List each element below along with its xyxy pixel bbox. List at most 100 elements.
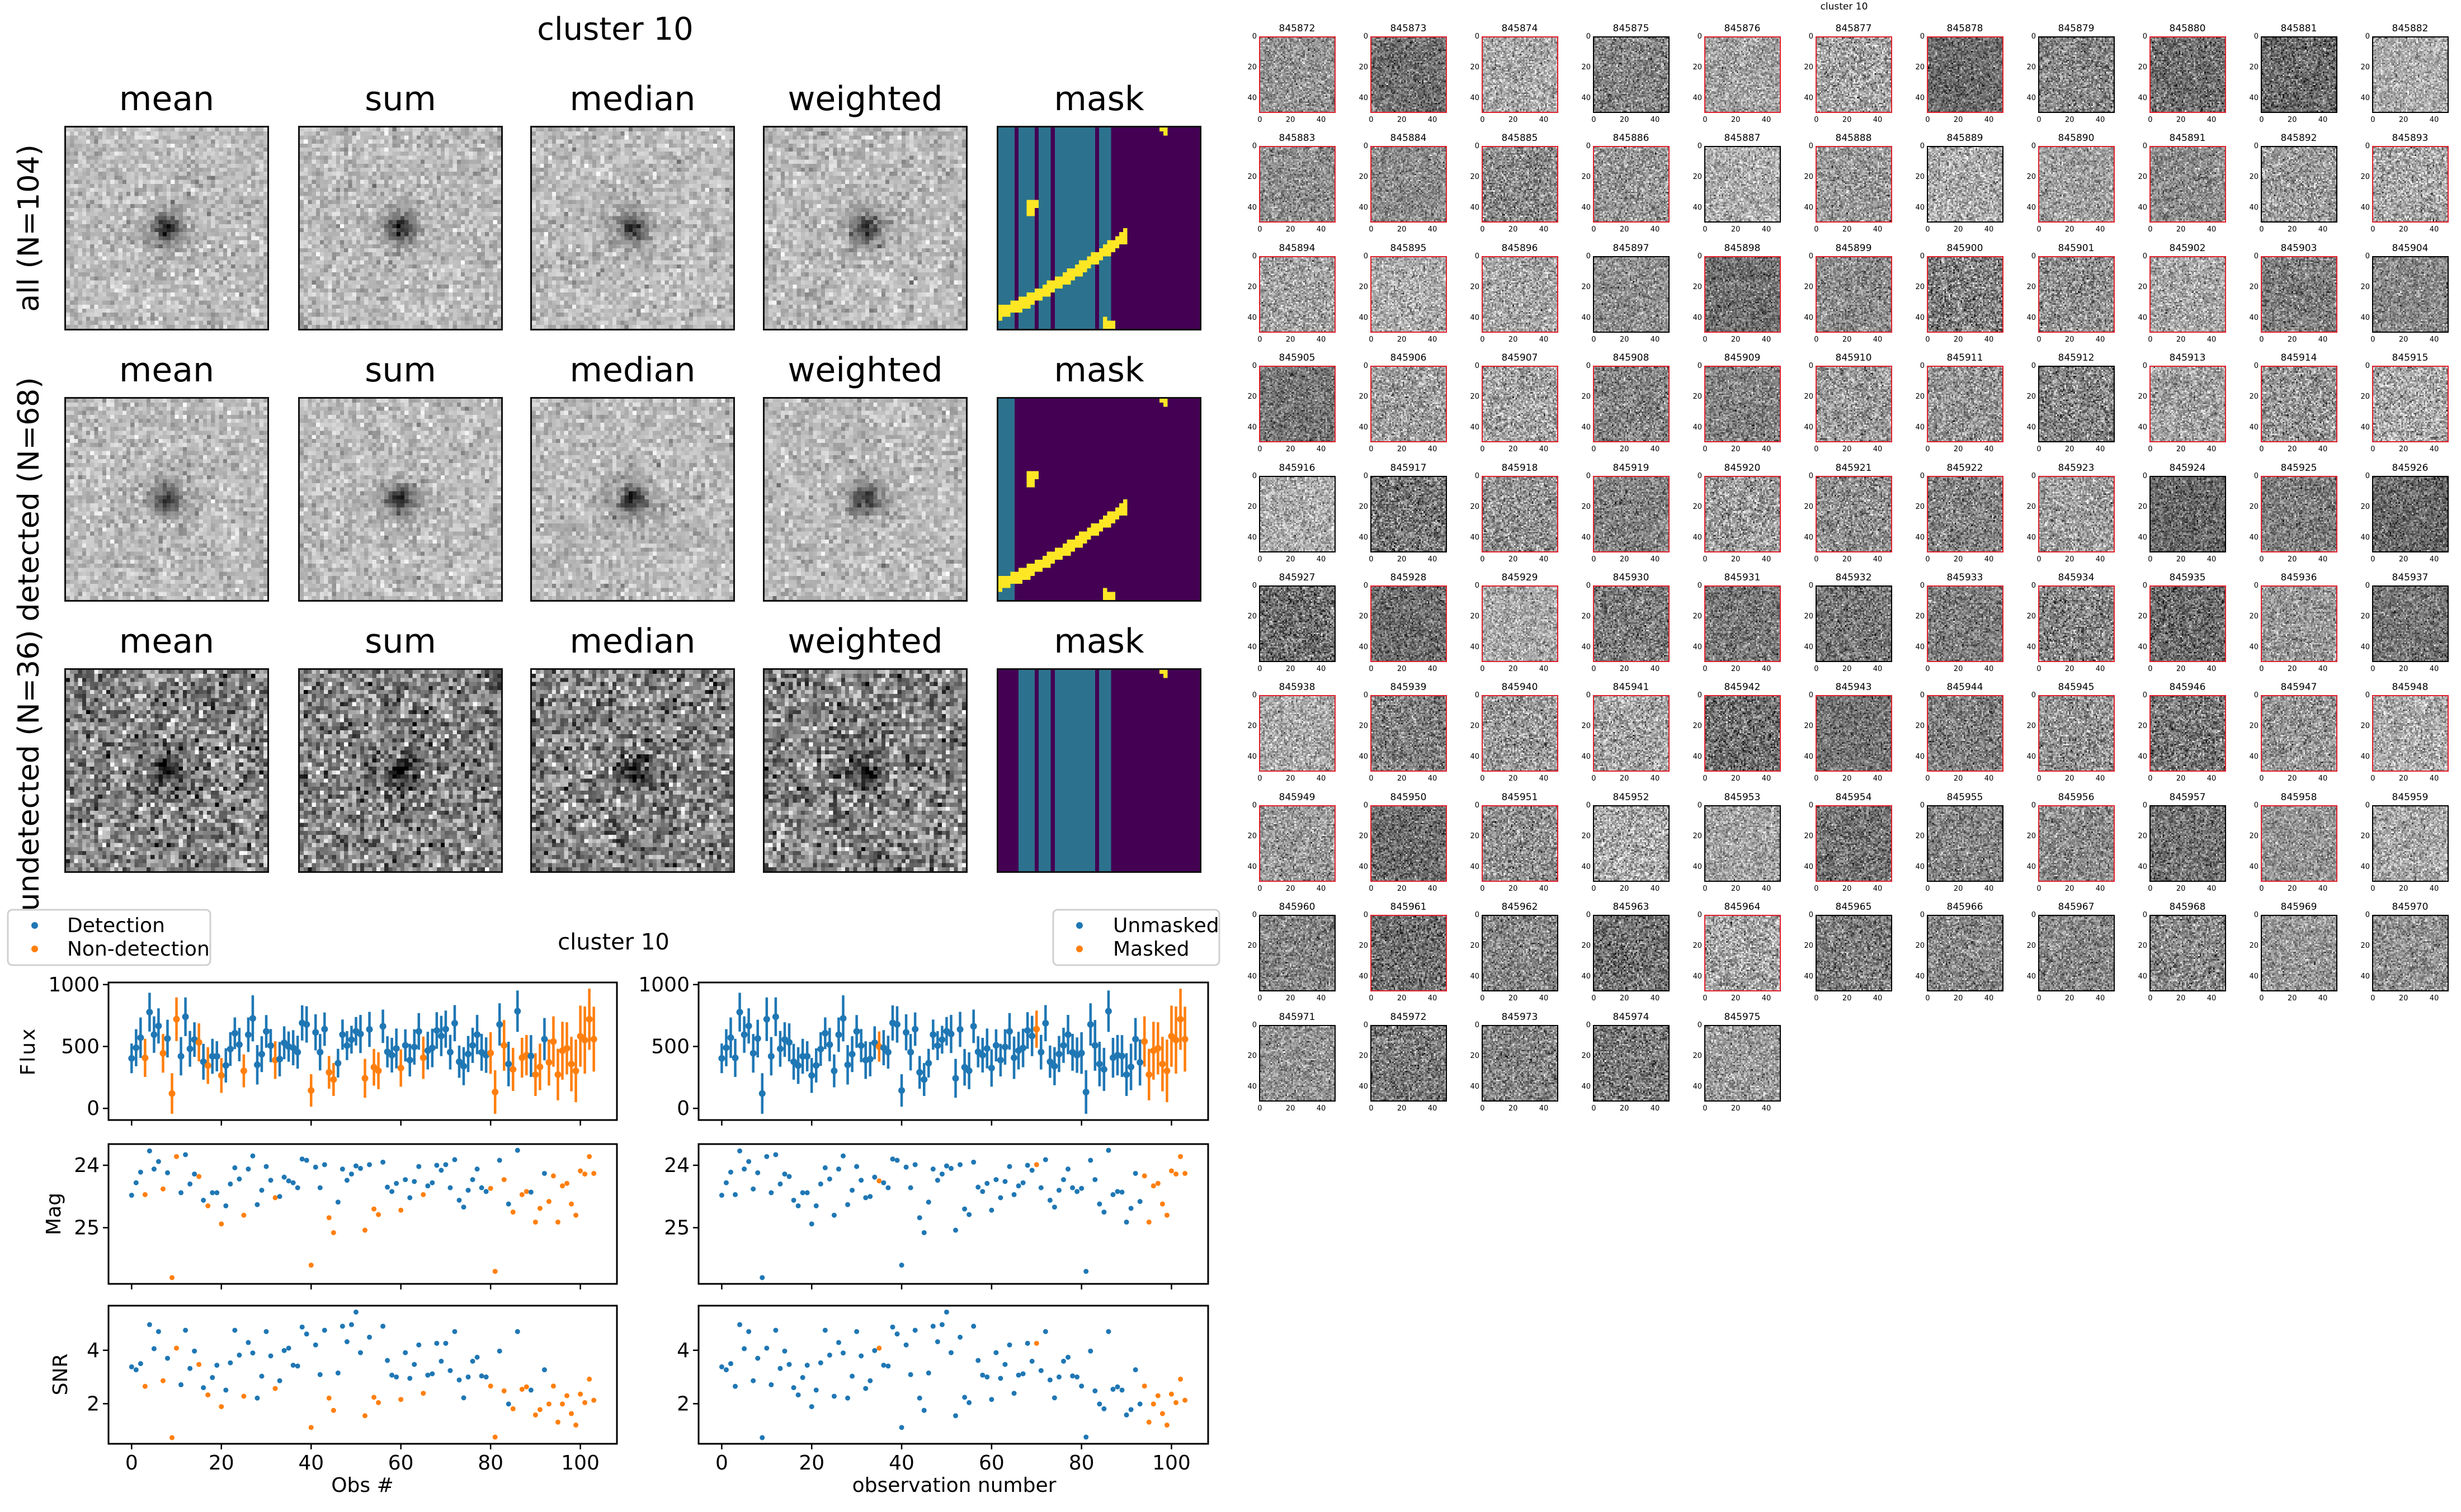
thumbnail-image[interactable]: [2038, 256, 2115, 333]
thumbnail-image[interactable]: [2149, 146, 2226, 223]
thumbnail-image[interactable]: [1816, 366, 1892, 442]
thumbnail-image[interactable]: [1482, 585, 1558, 662]
thumbnail-image[interactable]: [1259, 1025, 1336, 1102]
thumbnail-image[interactable]: [2372, 36, 2449, 113]
thumbnail-image[interactable]: [2038, 585, 2115, 662]
thumbnail-image[interactable]: [1816, 805, 1892, 882]
thumbnail-image[interactable]: [2372, 805, 2449, 882]
thumbnail-image[interactable]: [1593, 805, 1670, 882]
thumbnail-image[interactable]: [1593, 256, 1670, 333]
thumbnail-image[interactable]: [2261, 585, 2337, 662]
thumbnail-image[interactable]: [1927, 256, 2003, 333]
thumbnail-image[interactable]: [2038, 915, 2115, 991]
thumbnail-image[interactable]: [1593, 1025, 1670, 1102]
thumbnail-image[interactable]: [1259, 366, 1336, 442]
thumbnail-image[interactable]: [1927, 695, 2003, 772]
thumbnail-image[interactable]: [2261, 476, 2337, 552]
thumbnail-image[interactable]: [1482, 476, 1558, 552]
thumbnail-image[interactable]: [2372, 695, 2449, 772]
thumbnail-image[interactable]: [1704, 695, 1781, 772]
thumbnail-image[interactable]: [2038, 146, 2115, 223]
thumbnail-image[interactable]: [1927, 146, 2003, 223]
thumbnail-image[interactable]: [1482, 915, 1558, 991]
thumbnail-image[interactable]: [1927, 476, 2003, 552]
thumbnail-image[interactable]: [1927, 585, 2003, 662]
thumbnail-image[interactable]: [1704, 146, 1781, 223]
thumbnail-image[interactable]: [1370, 476, 1447, 552]
thumbnail-image[interactable]: [1816, 476, 1892, 552]
thumbnail-image[interactable]: [1370, 36, 1447, 113]
thumbnail-image[interactable]: [1259, 585, 1336, 662]
thumbnail-image[interactable]: [1370, 585, 1447, 662]
thumbnail-image[interactable]: [1816, 915, 1892, 991]
thumbnail-image[interactable]: [1259, 695, 1336, 772]
thumbnail-image[interactable]: [1816, 585, 1892, 662]
thumbnail-image[interactable]: [2149, 695, 2226, 772]
thumbnail-image[interactable]: [1927, 36, 2003, 113]
thumbnail-image[interactable]: [1482, 256, 1558, 333]
thumbnail-image[interactable]: [1816, 36, 1892, 113]
thumbnail-image[interactable]: [1482, 695, 1558, 772]
thumbnail-image[interactable]: [2149, 476, 2226, 552]
thumbnail-image[interactable]: [1816, 695, 1892, 772]
thumbnail-image[interactable]: [2038, 366, 2115, 442]
thumbnail-image[interactable]: [1259, 915, 1336, 991]
thumbnail-image[interactable]: [1593, 915, 1670, 991]
thumbnail-image[interactable]: [1704, 476, 1781, 552]
thumbnail-image[interactable]: [2038, 36, 2115, 113]
thumbnail-image[interactable]: [1370, 915, 1447, 991]
thumbnail-image[interactable]: [1593, 146, 1670, 223]
thumbnail-image[interactable]: [2261, 256, 2337, 333]
thumbnail-image[interactable]: [1259, 36, 1336, 113]
thumbnail-image[interactable]: [2372, 585, 2449, 662]
thumbnail-image[interactable]: [1370, 146, 1447, 223]
thumbnail-image[interactable]: [2038, 805, 2115, 882]
thumbnail-image[interactable]: [1704, 366, 1781, 442]
thumbnail-image[interactable]: [2149, 915, 2226, 991]
thumbnail-image[interactable]: [2149, 36, 2226, 113]
thumbnail-image[interactable]: [1816, 256, 1892, 333]
thumbnail-image[interactable]: [1259, 146, 1336, 223]
thumbnail-image[interactable]: [1370, 1025, 1447, 1102]
thumbnail-image[interactable]: [1482, 366, 1558, 442]
thumbnail-image[interactable]: [1259, 256, 1336, 333]
thumbnail-image[interactable]: [2372, 146, 2449, 223]
thumbnail-image[interactable]: [2372, 915, 2449, 991]
thumbnail-image[interactable]: [2038, 476, 2115, 552]
thumbnail-image[interactable]: [2261, 915, 2337, 991]
thumbnail-image[interactable]: [2261, 36, 2337, 113]
thumbnail-image[interactable]: [1704, 805, 1781, 882]
thumbnail-image[interactable]: [2038, 695, 2115, 772]
thumbnail-image[interactable]: [1704, 915, 1781, 991]
thumbnail-image[interactable]: [1593, 695, 1670, 772]
thumbnail-image[interactable]: [2149, 585, 2226, 662]
thumbnail-image[interactable]: [2149, 256, 2226, 333]
thumbnail-image[interactable]: [2149, 805, 2226, 882]
thumbnail-image[interactable]: [1259, 805, 1336, 882]
thumbnail-image[interactable]: [1482, 146, 1558, 223]
thumbnail-image[interactable]: [1482, 1025, 1558, 1102]
thumbnail-image[interactable]: [1370, 366, 1447, 442]
thumbnail-image[interactable]: [2372, 256, 2449, 333]
thumbnail-image[interactable]: [1259, 476, 1336, 552]
thumbnail-image[interactable]: [1704, 256, 1781, 333]
thumbnail-image[interactable]: [1704, 585, 1781, 662]
thumbnail-image[interactable]: [1927, 366, 2003, 442]
thumbnail-image[interactable]: [2261, 805, 2337, 882]
thumbnail-image[interactable]: [1370, 256, 1447, 333]
thumbnail-image[interactable]: [1816, 146, 1892, 223]
thumbnail-image[interactable]: [1593, 585, 1670, 662]
thumbnail-image[interactable]: [1370, 695, 1447, 772]
thumbnail-image[interactable]: [1927, 805, 2003, 882]
thumbnail-image[interactable]: [1593, 366, 1670, 442]
thumbnail-image[interactable]: [2372, 476, 2449, 552]
thumbnail-image[interactable]: [1927, 915, 2003, 991]
thumbnail-image[interactable]: [1593, 36, 1670, 113]
thumbnail-image[interactable]: [1482, 805, 1558, 882]
thumbnail-image[interactable]: [1704, 1025, 1781, 1102]
thumbnail-image[interactable]: [2372, 366, 2449, 442]
thumbnail-image[interactable]: [2149, 366, 2226, 442]
thumbnail-image[interactable]: [1704, 36, 1781, 113]
thumbnail-image[interactable]: [2261, 366, 2337, 442]
thumbnail-image[interactable]: [2261, 695, 2337, 772]
